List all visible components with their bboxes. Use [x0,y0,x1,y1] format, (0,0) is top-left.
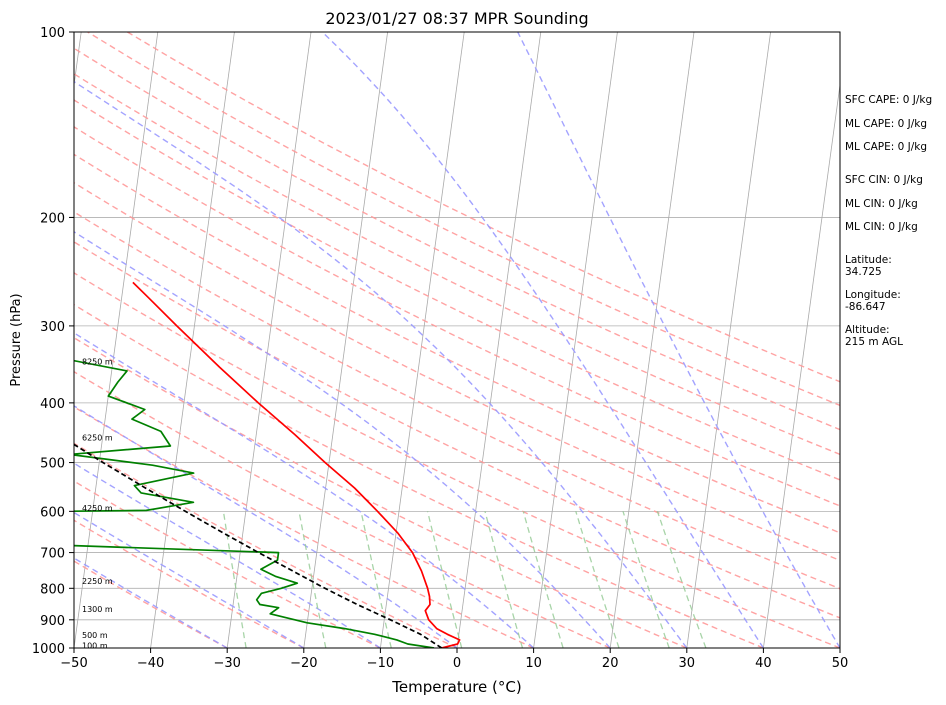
sfc-cape: SFC CAPE: 0 J/kg [845,94,933,106]
height-labels: 100 m 500 m 1300 m 2250 m 4250 m 6250 m 8250 m [82,358,113,651]
x-tick-label: 10 [525,656,542,671]
y-tick-label: 900 [40,614,65,629]
isotherm-line [303,32,389,648]
dry-adiabat [74,272,840,648]
isotherm-line [226,32,312,648]
isotherm-line [533,32,618,648]
background-lines [0,32,840,648]
moist-adiabat [321,32,764,648]
dry-adiabat [74,303,764,648]
x-tick-label: 0 [453,656,461,671]
dry-adiabat [74,480,381,648]
x-tick-label: −50 [60,656,87,671]
sounding-traces [74,281,461,648]
mixing-ratio-line [222,511,247,648]
sfc-cin: SFC CIN: 0 J/kg [845,174,923,186]
altitude-label: Altitude: [845,324,890,336]
mixing-ratio-line [656,511,707,648]
longitude-label: Longitude: [845,289,901,301]
temperature-trace [132,281,461,648]
moist-adiabat [517,32,840,648]
mixing-ratio-line [575,511,620,648]
mixing-ratio-line [426,511,463,648]
dry-adiabat [74,99,840,481]
moist-adiabat [74,462,381,648]
parcel-trace [74,443,443,648]
y-tick-label: 400 [40,397,65,412]
sounding-parameters: SFC CAPE: 0 J/kg ML CAPE: 0 J/kg ML CAPE… [845,0,946,705]
height-label: 100 m [82,642,108,651]
longitude-value: -86.647 [845,301,886,313]
y-axis-label: Pressure (hPa) [9,293,24,386]
height-label: 2250 m [82,577,113,586]
x-axis-label: Temperature (°C) [391,678,521,696]
dry-adiabat [74,370,611,648]
dry-adiabat [74,241,840,619]
height-label: 8250 m [82,358,113,367]
x-tick-label: 50 [832,656,849,671]
altitude-value: 215 m AGL [845,336,903,348]
mixing-ratio-line [360,511,392,648]
y-tick-label: 700 [40,547,65,562]
dry-adiabat [74,560,228,648]
x-tick-label: 20 [602,656,619,671]
x-tick-label: −20 [290,656,317,671]
x-tick-label: −30 [213,656,240,671]
isotherm-line [0,32,5,648]
dry-adiabat [74,126,840,507]
y-axis: 1000 900 800 700 600 500 400 300 200 100 [32,26,74,657]
moist-adiabat [74,405,458,648]
x-axis: −50 −40 −30 −20 −10 0 10 20 30 40 50 [60,648,848,671]
dry-adiabat [74,442,458,648]
dry-adiabat [127,32,840,383]
height-label: 500 m [82,631,108,640]
ml-cin: ML CIN: 0 J/kg [845,221,918,233]
mixing-ratio-line [522,511,564,648]
mixing-ratio-line [622,511,670,648]
dry-adiabat [74,406,534,648]
ml-cape: ML CAPE: 0 J/kg [845,118,928,130]
y-tick-label: 800 [40,582,65,597]
y-tick-label: 200 [40,211,65,226]
x-tick-label: −10 [367,656,394,671]
height-label: 1300 m [82,605,113,614]
x-tick-label: 40 [755,656,772,671]
y-tick-label: 500 [40,457,65,472]
moist-adiabat [74,332,535,648]
dry-adiabat [74,181,840,562]
isotherm-line [686,32,772,648]
ml-cin: ML CIN: 0 J/kg [845,198,918,210]
moist-adiabat [74,557,228,648]
mixing-ratio-line [484,511,524,648]
dewpoint-trace [74,359,435,648]
latitude-value: 34.725 [845,266,882,278]
x-tick-label: 30 [679,656,696,671]
dry-adiabat [74,153,840,534]
moist-adiabat [74,511,305,648]
chart-title: 2023/01/27 08:37 MPR Sounding [325,9,588,28]
y-tick-label: 100 [40,26,65,41]
mixing-ratio-line [298,511,327,648]
dry-adiabat [74,211,840,590]
moist-adiabat [74,230,611,648]
ml-cape: ML CAPE: 0 J/kg [845,141,928,153]
isotherm-line [609,32,695,648]
y-tick-label: 600 [40,505,65,520]
dry-adiabat [87,32,840,407]
dry-adiabat [74,519,305,648]
isotherm-line [456,32,542,648]
latitude-label: Latitude: [845,254,892,266]
y-tick-label: 300 [40,320,65,335]
height-label: 6250 m [82,433,113,442]
x-tick-label: −40 [137,656,164,671]
isotherm-line [763,82,840,648]
y-tick-label: 1000 [32,642,65,657]
height-label: 4250 m [82,504,113,513]
isotherm-line [380,32,465,648]
